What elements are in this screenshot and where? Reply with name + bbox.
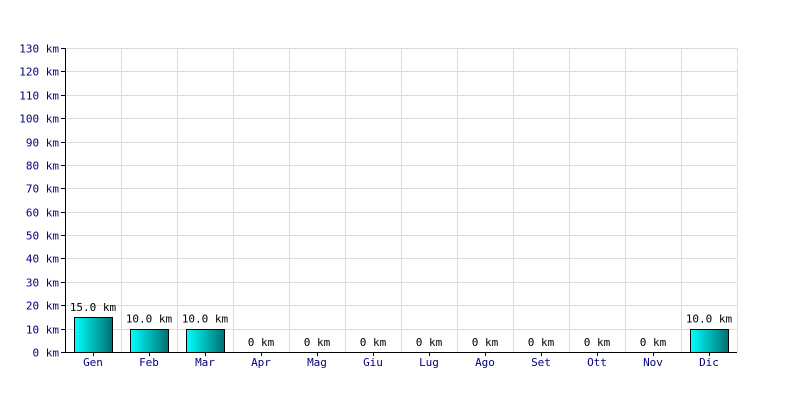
x-tick-label: Ott [587,356,607,369]
data-label: 0 km [472,336,499,349]
x-tick-label: Giu [363,356,383,369]
x-tick-label: Apr [251,356,271,369]
y-tick-label: 20 km [26,300,59,313]
x-tick-label: Mar [195,356,215,369]
grid [65,48,738,352]
data-label: 10.0 km [686,313,733,326]
data-label: 0 km [248,336,275,349]
y-tick-label: 60 km [26,207,59,220]
bar-dic [690,329,729,353]
data-label: 0 km [584,336,611,349]
y-tick-label: 70 km [26,183,59,196]
bar-feb [130,329,169,353]
data-label: 0 km [640,336,667,349]
y-tick-label: 10 km [26,324,59,337]
y-tick-label: 80 km [26,160,59,173]
y-tick-labels: 0 km 10 km 20 km 30 km 40 km 50 km 60 km 70 km 8… [19,43,59,360]
data-labels: 15.0 km 10.0 km 10.0 km 0 km 0 km 0 km 0 km 0 k… [70,301,733,349]
x-tick-label: Mag [307,356,327,369]
y-tick-label: 30 km [26,277,59,290]
bar-gen [74,317,113,353]
x-tick-label: Dic [699,356,719,369]
x-tick-label: Lug [419,356,439,369]
y-tick-label: 100 km [19,113,59,126]
data-label: 10.0 km [126,313,173,326]
x-tick-labels: Gen Feb Mar Apr Mag Giu Lug Ago Set Ott Nov Dic [83,356,719,369]
bar-mar [186,329,225,353]
data-label: 15.0 km [70,301,117,314]
x-tick-label: Gen [83,356,103,369]
data-label: 0 km [360,336,387,349]
x-tick-label: Ago [475,356,495,369]
y-tick-label: 130 km [19,43,59,56]
x-tick-label: Feb [139,356,159,369]
y-tick-label: 120 km [19,66,59,79]
y-tick-label: 50 km [26,230,59,243]
data-label: 10.0 km [182,313,229,326]
y-tick-label: 110 km [19,90,59,103]
x-tick-label: Set [531,356,551,369]
axes [61,48,737,356]
data-label: 0 km [304,336,331,349]
bars [74,317,729,353]
y-tick-label: 90 km [26,137,59,150]
data-label: 0 km [528,336,555,349]
y-tick-label: 0 km [33,347,60,360]
x-tick-label: Nov [643,356,663,369]
data-label: 0 km [416,336,443,349]
y-tick-label: 40 km [26,253,59,266]
